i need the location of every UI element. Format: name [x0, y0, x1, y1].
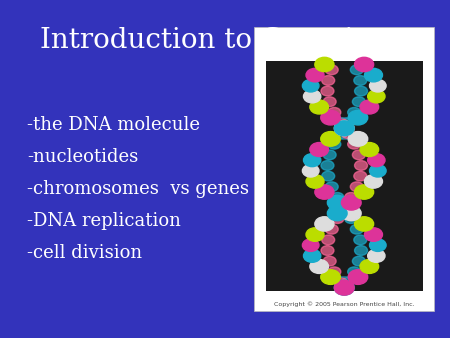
Circle shape: [323, 150, 336, 160]
Circle shape: [368, 90, 385, 103]
Circle shape: [350, 224, 363, 234]
Circle shape: [350, 182, 363, 192]
Circle shape: [315, 217, 334, 231]
Circle shape: [355, 161, 368, 170]
Circle shape: [364, 228, 382, 241]
Circle shape: [360, 100, 378, 114]
Circle shape: [325, 224, 338, 234]
Circle shape: [315, 57, 334, 72]
Circle shape: [321, 86, 334, 96]
Circle shape: [364, 68, 382, 82]
Text: -chromosomes  vs genes: -chromosomes vs genes: [27, 180, 249, 198]
Circle shape: [355, 57, 374, 72]
Circle shape: [354, 235, 367, 245]
Circle shape: [306, 228, 324, 241]
Circle shape: [334, 280, 354, 295]
Bar: [266, 61, 423, 291]
Text: -cell division: -cell division: [27, 244, 142, 263]
Circle shape: [323, 256, 336, 266]
Circle shape: [354, 76, 367, 85]
Circle shape: [338, 203, 351, 213]
Circle shape: [345, 214, 358, 223]
Circle shape: [341, 118, 354, 128]
Circle shape: [322, 171, 335, 181]
Circle shape: [334, 280, 354, 295]
Circle shape: [348, 139, 360, 149]
Circle shape: [328, 267, 341, 276]
Circle shape: [327, 206, 347, 221]
Circle shape: [369, 165, 386, 177]
Circle shape: [321, 110, 340, 125]
Text: Copyright © 2005 Pearson Prentice Hall, Inc.: Copyright © 2005 Pearson Prentice Hall, …: [274, 301, 414, 307]
Circle shape: [352, 150, 365, 160]
Text: -nucleotides: -nucleotides: [27, 148, 138, 166]
Circle shape: [342, 195, 361, 210]
Circle shape: [348, 267, 360, 276]
Circle shape: [369, 239, 386, 251]
Circle shape: [310, 100, 328, 114]
Circle shape: [334, 121, 354, 136]
Circle shape: [341, 277, 354, 287]
Circle shape: [328, 107, 341, 117]
Circle shape: [331, 214, 344, 223]
Circle shape: [338, 203, 351, 213]
Circle shape: [315, 185, 334, 199]
Circle shape: [302, 165, 319, 177]
Circle shape: [328, 139, 341, 149]
Circle shape: [306, 68, 324, 82]
Circle shape: [325, 182, 338, 192]
Circle shape: [355, 217, 374, 231]
Text: -DNA replication: -DNA replication: [27, 212, 181, 231]
Circle shape: [310, 260, 328, 273]
Circle shape: [364, 175, 382, 188]
Circle shape: [322, 76, 335, 85]
Circle shape: [331, 192, 344, 202]
Circle shape: [321, 270, 340, 284]
Circle shape: [369, 79, 386, 92]
Circle shape: [352, 97, 365, 106]
Circle shape: [334, 277, 347, 287]
Circle shape: [306, 175, 324, 188]
Circle shape: [302, 239, 319, 251]
Circle shape: [352, 256, 365, 266]
Circle shape: [334, 118, 347, 128]
Circle shape: [355, 246, 368, 256]
Circle shape: [321, 161, 334, 170]
Circle shape: [322, 235, 335, 245]
Circle shape: [345, 192, 358, 202]
Text: Introduction to Genetics: Introduction to Genetics: [40, 27, 383, 54]
Circle shape: [342, 206, 361, 221]
Circle shape: [355, 185, 374, 199]
Bar: [254, 27, 434, 311]
Circle shape: [302, 79, 319, 92]
Circle shape: [360, 143, 378, 156]
Circle shape: [325, 65, 338, 75]
Circle shape: [354, 171, 367, 181]
Circle shape: [348, 107, 360, 117]
Circle shape: [350, 65, 363, 75]
Circle shape: [368, 154, 385, 167]
Circle shape: [348, 131, 368, 146]
Circle shape: [368, 249, 385, 262]
Circle shape: [321, 246, 334, 256]
Circle shape: [323, 97, 336, 106]
Circle shape: [334, 121, 354, 136]
Circle shape: [310, 143, 328, 156]
Circle shape: [334, 129, 347, 139]
Circle shape: [303, 249, 321, 262]
Circle shape: [303, 90, 321, 103]
Circle shape: [321, 131, 340, 146]
Text: -the DNA molecule: -the DNA molecule: [27, 116, 200, 134]
Circle shape: [360, 260, 378, 273]
Circle shape: [303, 154, 321, 167]
Circle shape: [348, 270, 368, 284]
Circle shape: [327, 195, 347, 210]
Circle shape: [348, 110, 368, 125]
Circle shape: [355, 86, 368, 96]
Circle shape: [341, 129, 354, 139]
